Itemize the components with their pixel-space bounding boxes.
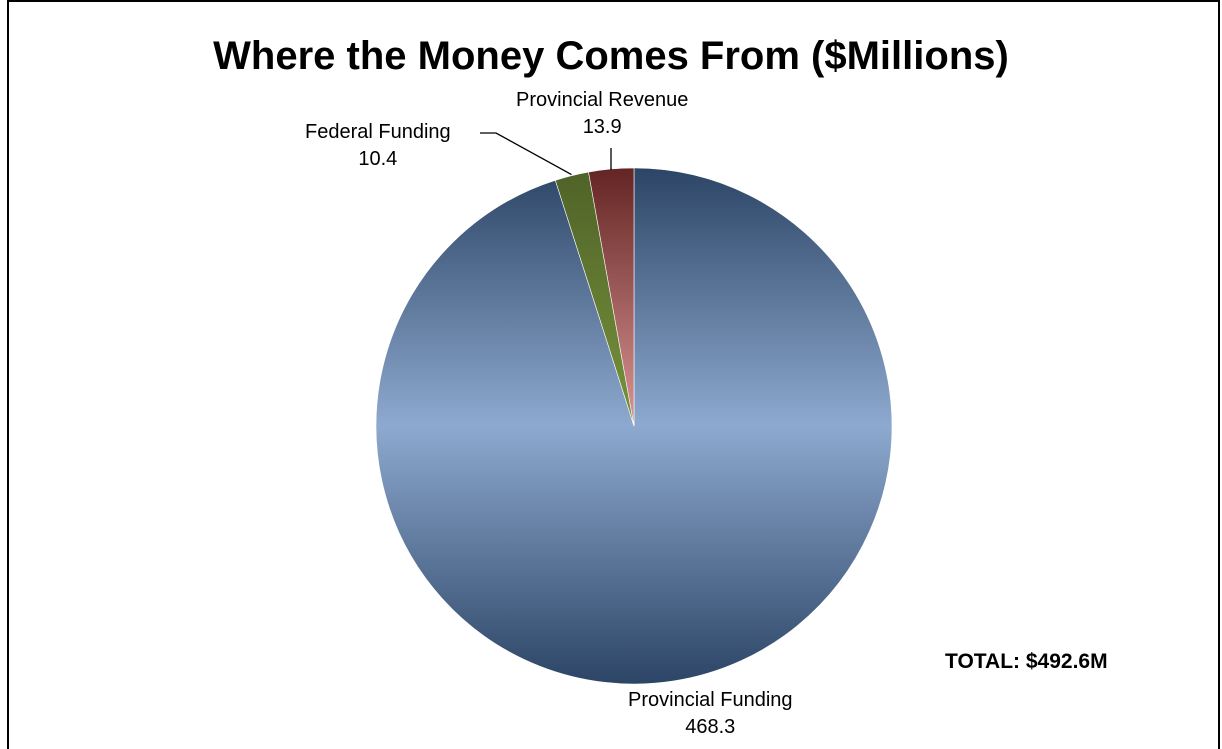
slice-category-label: Provincial Revenue xyxy=(516,89,689,111)
chart-frame xyxy=(7,0,1220,749)
leader-line-federal-funding xyxy=(480,132,572,176)
slice-label-provincial-funding: Provincial Funding 468.3 xyxy=(628,687,793,741)
slice-label-provincial-revenue: Provincial Revenue 13.9 xyxy=(516,87,688,141)
chart-title: Where the Money Comes From ($Millions) xyxy=(213,34,1009,78)
slice-label-federal-funding: Federal Funding 10.4 xyxy=(305,119,451,173)
slice-value-label: 10.4 xyxy=(358,148,398,170)
slice-value-label: 13.9 xyxy=(582,116,622,138)
slice-category-label: Provincial Funding xyxy=(628,689,793,711)
slice-value-label: 468.3 xyxy=(685,716,736,738)
slice-category-label: Federal Funding xyxy=(305,121,451,143)
total-annotation: TOTAL: $492.6M xyxy=(945,650,1108,673)
